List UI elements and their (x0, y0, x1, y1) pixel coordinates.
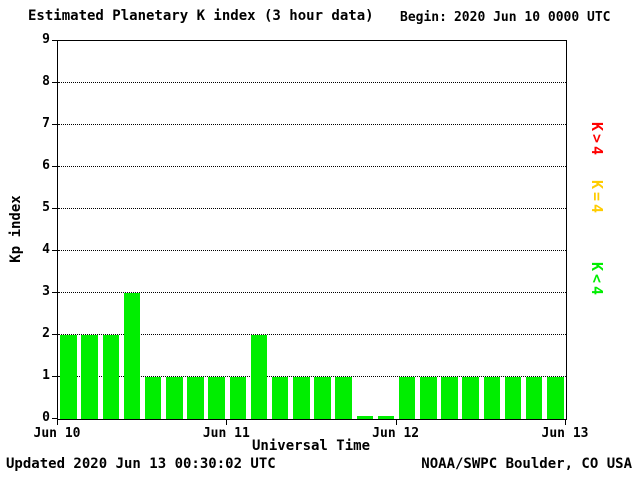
kp-bar-14 (356, 416, 374, 419)
chart-title: Estimated Planetary K index (3 hour data… (28, 8, 374, 24)
x-tick-mark (395, 420, 397, 425)
y-tick-mark (52, 334, 57, 335)
y-tick-label-2: 2 (42, 326, 50, 341)
x-axis-label: Universal Time (251, 438, 371, 454)
y-tick-mark (52, 208, 57, 209)
kp-bar-22 (525, 377, 543, 419)
y-tick-label-8: 8 (42, 74, 50, 89)
gridline-7 (58, 124, 566, 125)
plot-area (57, 40, 567, 420)
kp-bar-20 (483, 377, 501, 419)
kp-bar-16 (398, 377, 416, 419)
kp-bar-21 (504, 377, 522, 419)
y-tick-label-0: 0 (42, 410, 50, 425)
kp-bar-3 (123, 293, 141, 419)
x-tick-label-jun-10: Jun 10 (33, 426, 81, 441)
kp-bar-17 (420, 377, 437, 419)
legend-k-less-4: K<4 (588, 262, 606, 299)
y-tick-mark (52, 292, 57, 293)
kp-bar-11 (293, 377, 310, 419)
y-tick-label-3: 3 (42, 284, 50, 299)
y-tick-mark (52, 250, 57, 251)
y-tick-mark (52, 124, 57, 125)
kp-bar-18 (441, 377, 458, 419)
y-tick-label-1: 1 (42, 368, 50, 383)
kp-bar-19 (462, 377, 479, 419)
y-tick-mark (52, 82, 57, 83)
x-tick-label-jun-12: Jun 12 (372, 426, 420, 441)
kp-bar-1 (81, 335, 98, 419)
x-tick-mark (57, 420, 58, 425)
kp-bar-9 (250, 335, 268, 419)
updated-timestamp: Updated 2020 Jun 13 00:30:02 UTC (6, 456, 276, 472)
kp-bar-8 (229, 377, 247, 419)
y-tick-label-9: 9 (42, 32, 50, 47)
begin-value: 2020 Jun 10 0000 UTC (453, 10, 611, 25)
y-tick-label-5: 5 (42, 200, 50, 215)
y-tick-mark (52, 418, 57, 419)
gridline-4 (58, 250, 566, 251)
kp-bar-23 (547, 377, 564, 419)
kp-bar-10 (271, 377, 289, 419)
y-tick-mark (52, 376, 57, 377)
y-tick-label-6: 6 (42, 158, 50, 173)
kp-bar-7 (208, 377, 225, 419)
x-tick-mark (565, 420, 566, 425)
kp-bar-6 (187, 377, 204, 419)
gridline-6 (58, 166, 566, 167)
gridline-2 (58, 334, 566, 335)
begin-timestamp: Begin: 2020 Jun 10 0000 UTC (400, 10, 611, 25)
kp-bar-0 (60, 335, 77, 419)
gridline-5 (58, 208, 566, 209)
kp-bar-15 (377, 416, 395, 419)
x-tick-mark (226, 420, 228, 425)
y-axis-label: Kp index (8, 195, 24, 263)
y-tick-mark (52, 166, 57, 167)
y-tick-label-7: 7 (42, 116, 50, 131)
kp-bar-4 (144, 377, 162, 419)
kp-bar-5 (166, 377, 183, 419)
begin-label: Begin: (400, 10, 447, 25)
legend-k-equal-4: K=4 (588, 180, 606, 217)
kp-bar-13 (335, 377, 352, 419)
credit-text: NOAA/SWPC Boulder, CO USA (421, 456, 632, 472)
y-tick-mark (52, 40, 57, 41)
x-tick-label-jun-11: Jun 11 (202, 426, 250, 441)
gridline-8 (58, 82, 566, 83)
y-tick-label-4: 4 (42, 242, 50, 257)
x-tick-label-jun-13: Jun 13 (541, 426, 589, 441)
kp-bar-2 (102, 335, 120, 419)
gridline-3 (58, 292, 566, 293)
legend-k-greater-4: K>4 (588, 122, 606, 159)
gridline-1 (58, 376, 566, 377)
kp-bar-12 (314, 377, 331, 419)
